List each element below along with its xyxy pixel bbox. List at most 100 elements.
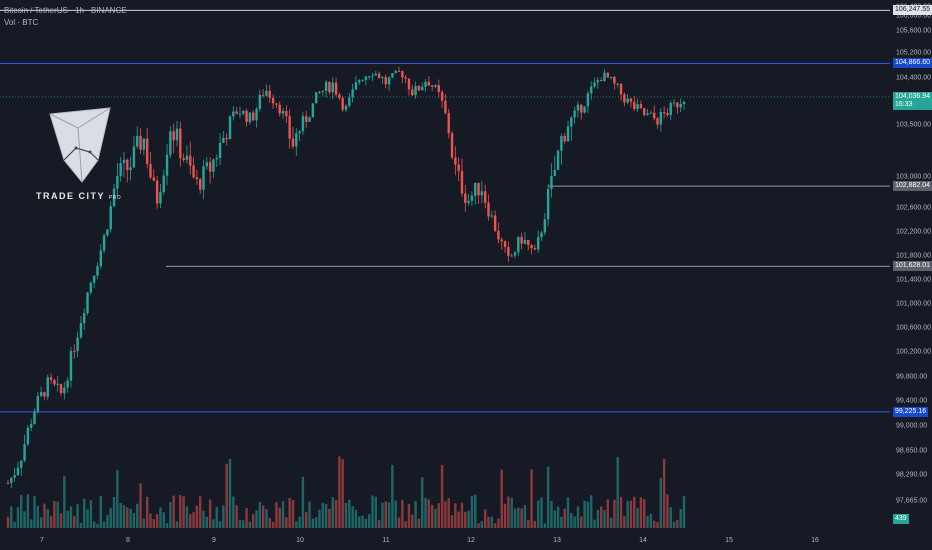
volume-bar — [358, 516, 361, 528]
volume-bar — [298, 516, 301, 528]
volume-bar — [331, 497, 334, 528]
candle-body — [298, 131, 301, 134]
candle-body — [225, 137, 228, 140]
candle-body — [457, 164, 460, 171]
candle-body — [89, 282, 93, 293]
volume-bar — [391, 464, 394, 528]
candle-body — [245, 110, 248, 123]
candle-body — [132, 146, 136, 168]
candle-body — [116, 176, 119, 189]
candle-body — [613, 76, 616, 84]
volume-bar — [553, 510, 556, 528]
volume-bar — [682, 496, 686, 528]
candle-body — [666, 113, 669, 116]
volume-bar — [6, 516, 10, 528]
volume-bar — [92, 521, 96, 528]
volume-bar — [427, 499, 431, 528]
candle-body — [321, 90, 325, 92]
candle-body — [404, 77, 407, 79]
candle-body — [507, 247, 510, 256]
candle-body — [10, 477, 13, 484]
volume-bar — [384, 501, 387, 528]
candle-body — [682, 101, 686, 104]
volume-bar — [252, 514, 255, 528]
candle-body — [69, 350, 73, 381]
price-tick-label: 105,200.00 — [896, 49, 932, 57]
volume-bar — [560, 516, 563, 528]
candle-body — [652, 112, 656, 119]
volume-bar — [29, 519, 33, 528]
volume-bar — [182, 496, 185, 528]
volume-bar — [99, 496, 102, 528]
volume-bar — [583, 500, 586, 528]
volume-bar — [338, 456, 341, 528]
price-tick-label: 100,200.00 — [896, 348, 932, 356]
volume-bar — [222, 505, 225, 528]
candle-body — [348, 97, 351, 106]
volume-bar — [520, 508, 523, 528]
volume-bar — [36, 505, 40, 528]
volume-bar — [500, 469, 503, 528]
volume-bar — [311, 518, 315, 528]
candle-body — [520, 236, 523, 244]
candle-body — [142, 138, 146, 150]
volume-indicator-label: Vol · BTC — [4, 18, 39, 27]
volume-bar — [421, 477, 424, 528]
volume-bar — [517, 507, 520, 528]
candle-body — [73, 350, 76, 352]
candle-body — [540, 232, 543, 238]
candle-body — [109, 206, 112, 230]
candle-body — [66, 380, 69, 388]
candle-body — [83, 313, 86, 324]
volume-bar — [66, 510, 69, 528]
price-tick-label: 100,600.00 — [896, 324, 932, 332]
candle-body — [295, 133, 298, 147]
volume-bar — [563, 508, 566, 528]
volume-bar — [248, 521, 252, 528]
volume-bar — [122, 504, 126, 528]
volume-bar — [440, 464, 444, 528]
candle-body — [285, 110, 288, 117]
volume-bar — [139, 483, 142, 528]
volume-bar — [407, 503, 411, 528]
candle-body — [586, 93, 590, 107]
volume-bar — [649, 513, 653, 528]
current-price-value: 104,036.94 — [895, 92, 931, 100]
candle-body — [258, 94, 262, 109]
candle-body — [99, 250, 102, 267]
candle-body — [122, 159, 126, 164]
volume-bar — [679, 509, 682, 528]
candle-body — [563, 136, 566, 142]
volume-bar — [613, 499, 616, 528]
candle-body — [6, 482, 10, 484]
candle-body — [487, 202, 490, 217]
candle-body — [401, 71, 404, 78]
volume-bar — [669, 507, 672, 528]
candle-body — [536, 237, 540, 250]
volume-bar — [202, 510, 205, 528]
volume-bar — [116, 470, 119, 528]
candle-body — [470, 195, 474, 201]
volume-bar — [76, 504, 79, 528]
volume-bar — [603, 510, 606, 528]
volume-bar — [281, 501, 285, 528]
volume-bar — [56, 501, 59, 528]
volume-bar — [676, 520, 679, 528]
volume-bar — [609, 517, 613, 528]
candle-body — [440, 91, 444, 101]
level-price-tag: 102,882.04 — [893, 181, 932, 192]
candle-body — [33, 411, 36, 425]
candle-body — [96, 266, 99, 276]
candle-body — [331, 82, 334, 93]
candle-body — [593, 82, 596, 87]
candle-body — [377, 73, 381, 79]
volume-bar — [626, 500, 629, 528]
volume-bar — [238, 519, 242, 528]
volume-bar — [159, 507, 162, 528]
candle-body — [523, 239, 527, 244]
candle-body — [354, 82, 358, 90]
volume-bar — [39, 517, 43, 528]
volume-bar — [79, 522, 83, 528]
candle-body — [16, 467, 20, 476]
